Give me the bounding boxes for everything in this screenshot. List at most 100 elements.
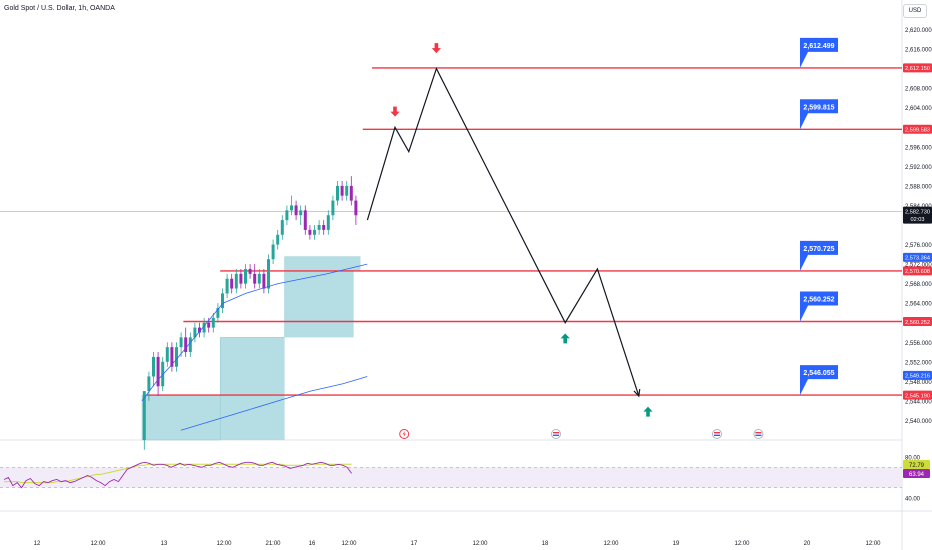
candle-body-10[interactable] (188, 337, 192, 353)
candle-body-18[interactable] (225, 278, 229, 294)
candle-body-32[interactable] (290, 205, 293, 211)
candle-body-13[interactable] (202, 322, 206, 333)
candle-body-43[interactable] (340, 185, 344, 196)
candle-body-3[interactable] (156, 356, 160, 387)
arrow-up-2[interactable] (560, 333, 570, 344)
candle-body-7[interactable] (175, 347, 178, 367)
time-tick-label: 13 (161, 541, 168, 547)
price-tick-label: 2,548.000 (905, 380, 932, 386)
candle-body-1[interactable] (147, 376, 151, 392)
current-price-label: 2,582.730 (905, 210, 930, 216)
flag-stripe-icon (755, 432, 762, 434)
candle-body-42[interactable] (336, 185, 339, 201)
candle-body-14[interactable] (207, 322, 211, 328)
candle-body-46[interactable] (354, 200, 358, 216)
level-callout-1[interactable] (800, 99, 838, 130)
time-tick-label: 20 (804, 541, 811, 547)
level-callout-text-4: 2,546.055 (803, 370, 834, 377)
candle-body-45[interactable] (349, 185, 353, 201)
time-tick-label: 12:00 (472, 541, 488, 547)
candle-body-20[interactable] (234, 273, 238, 289)
level-callout-0[interactable] (800, 37, 838, 68)
price-tick-label: 2,592.000 (905, 165, 932, 171)
candle-body-34[interactable] (299, 210, 303, 216)
arrow-up-3[interactable] (643, 406, 653, 417)
price-tick-label: 2,616.000 (905, 48, 932, 54)
candle-body-31[interactable] (285, 210, 289, 221)
level-axis-0-tag (903, 63, 932, 73)
candle-body-35[interactable] (303, 210, 307, 230)
time-tick-label: 21:00 (265, 541, 281, 547)
flag-stripe-icon (553, 432, 559, 434)
candle-body-2[interactable] (152, 356, 155, 377)
candle-body-26[interactable] (262, 273, 266, 289)
extra-axis-0-label: 2,573.364 (905, 256, 930, 262)
moving-average-line-2 (180, 376, 368, 431)
level-callout-4[interactable] (800, 365, 838, 396)
currency-button[interactable]: USD (903, 4, 927, 18)
candle-body-5[interactable] (165, 347, 169, 362)
candle-body-22[interactable] (244, 268, 247, 284)
candle-body-4[interactable] (161, 361, 165, 387)
candle-body-23[interactable] (248, 268, 252, 274)
level-callout-2[interactable] (800, 240, 838, 271)
candle-body-11[interactable] (193, 327, 197, 338)
event-flag-icon[interactable] (712, 429, 722, 439)
flag-stripe-icon (714, 434, 720, 436)
rsi-band (0, 467, 902, 488)
candle-body-15[interactable] (211, 317, 215, 328)
candle-body-30[interactable] (280, 220, 284, 235)
time-tick-label: 12:00 (341, 541, 357, 547)
price-tick-label: 2,604.000 (905, 106, 932, 112)
candle-body-38[interactable] (317, 225, 321, 230)
flag-stripe-icon (714, 432, 720, 434)
level-axis-2-tag (903, 266, 932, 276)
candle-body-21[interactable] (239, 273, 243, 284)
level-callout-3[interactable] (800, 291, 838, 322)
candle-body-39[interactable] (322, 225, 326, 230)
candle-body-8[interactable] (179, 337, 183, 348)
time-tick-label: 17 (411, 541, 418, 547)
price-tick-label: 2,556.000 (905, 341, 932, 347)
candle-body-37[interactable] (313, 229, 316, 235)
candle-body-19[interactable] (230, 278, 234, 289)
event-flag-icon[interactable] (551, 429, 561, 439)
rsi-value-tag (903, 468, 930, 478)
price-tick-label: 2,572.000 (905, 263, 932, 269)
candle-body-44[interactable] (345, 185, 349, 196)
candle-body-12[interactable] (198, 327, 201, 333)
candle-body-27[interactable] (267, 259, 270, 289)
time-tick-label: 12:00 (216, 541, 232, 547)
candle-body-16[interactable] (216, 308, 220, 318)
candle-body-29[interactable] (276, 234, 280, 245)
candle-body-9[interactable] (184, 337, 188, 353)
candle-body-25[interactable] (257, 273, 261, 284)
projection-path[interactable] (366, 67, 640, 397)
price-tick-label: 2,544.000 (905, 399, 932, 405)
price-tick-label: 2,564.000 (905, 302, 932, 308)
candle-body-28[interactable] (271, 244, 275, 260)
candle-body-6[interactable] (170, 347, 174, 367)
candle-body-17[interactable] (221, 293, 224, 309)
level-callout-text-1: 2,599.815 (803, 104, 834, 111)
price-tick-label: 2,596.000 (905, 145, 932, 151)
rsi-line[interactable] (3, 461, 352, 489)
extra-axis-1-label: 2,549.216 (905, 374, 930, 380)
candle-body-41[interactable] (331, 200, 335, 216)
arrow-down-1[interactable] (390, 106, 400, 117)
zone-box-3 (284, 256, 361, 271)
candle-body-24[interactable] (253, 273, 257, 284)
level-axis-4-label: 2,545.190 (905, 393, 930, 399)
zone-box-0 (142, 395, 221, 440)
candle-body-40[interactable] (326, 215, 330, 230)
candle-body-33[interactable] (294, 205, 298, 216)
candle-body-0[interactable] (142, 391, 146, 440)
time-tick-label: 12:00 (734, 541, 750, 547)
event-flag-icon[interactable] (753, 429, 764, 439)
level-callout-text-2: 2,570.725 (803, 246, 834, 253)
arrow-down-0[interactable] (431, 43, 441, 54)
projection-arrowhead (633, 389, 641, 398)
candle-body-36[interactable] (308, 229, 312, 235)
zone-outline (141, 256, 361, 441)
